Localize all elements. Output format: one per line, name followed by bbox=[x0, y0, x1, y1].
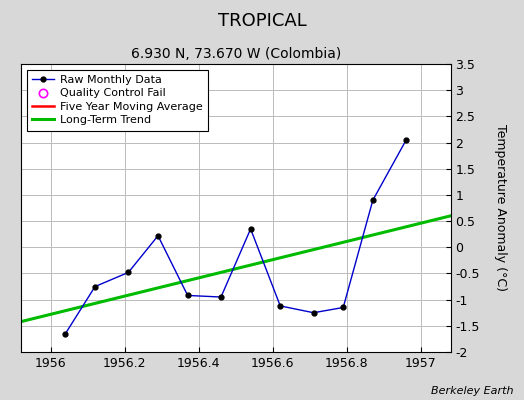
Text: Berkeley Earth: Berkeley Earth bbox=[431, 386, 514, 396]
Y-axis label: Temperature Anomaly (°C): Temperature Anomaly (°C) bbox=[494, 124, 507, 292]
Title: 6.930 N, 73.670 W (Colombia): 6.930 N, 73.670 W (Colombia) bbox=[130, 48, 341, 62]
Legend: Raw Monthly Data, Quality Control Fail, Five Year Moving Average, Long-Term Tren: Raw Monthly Data, Quality Control Fail, … bbox=[27, 70, 208, 131]
Text: TROPICAL: TROPICAL bbox=[217, 12, 307, 30]
